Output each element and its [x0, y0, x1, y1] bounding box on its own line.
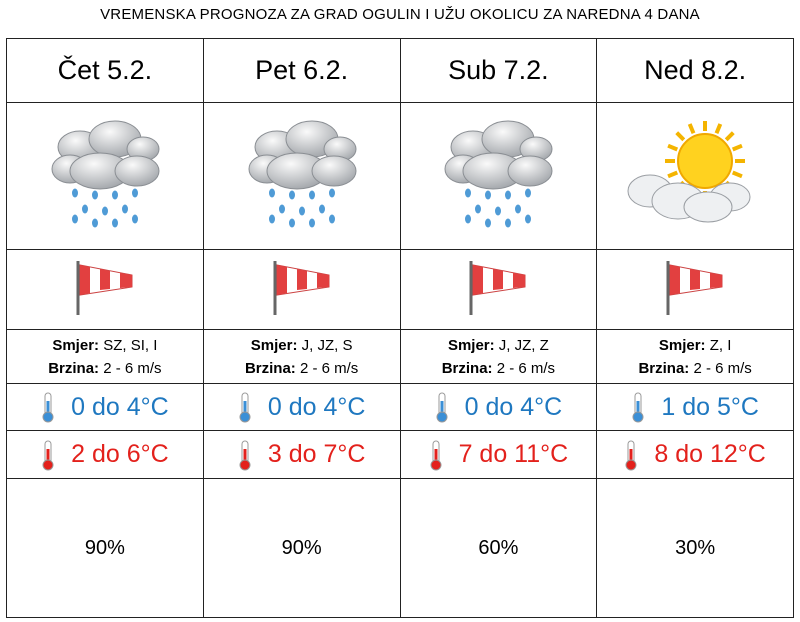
wind-cell [399, 249, 598, 330]
direction: J, JZ, S [301, 336, 353, 354]
max-temp-cell: 7 do 11°C [399, 430, 598, 479]
speed-label: Brzina: [441, 359, 493, 377]
max-temp-cell: 2 do 6°C [6, 430, 204, 479]
rain-icon [248, 120, 357, 227]
wind-info-cell: Smjer: SZ, SI, I Brzina: 2 - 6 m/s [6, 329, 204, 384]
speed: 2 - 6 m/s [693, 359, 752, 377]
min-temp-cell: 1 do 5°C [596, 383, 794, 431]
weather-cell [202, 102, 401, 250]
wind-info-cell: Smjer: J, JZ, Z Brzina: 2 - 6 m/s [399, 329, 598, 384]
precip-cell: 90% [6, 478, 204, 618]
speed: 2 - 6 m/s [299, 359, 359, 377]
thermometer-icon [239, 392, 251, 423]
wind-info-cell: Smjer: Z, I Brzina: 2 - 6 m/s [596, 329, 794, 384]
max-temp-cell: 8 do 12°C [596, 430, 794, 479]
direction: J, JZ, Z [498, 336, 549, 354]
min-temp-cell: 0 do 4°C [399, 383, 598, 431]
thermometer-icon [632, 392, 644, 423]
wind-cell [6, 249, 204, 330]
precipitation: 30% [675, 536, 716, 559]
direction-label: Smjer: [52, 336, 100, 354]
weather-cell [399, 102, 598, 250]
max-temp: 3 do 7°C [267, 440, 366, 468]
weather-cell [6, 102, 204, 250]
day-label: Ned 8.2. [644, 55, 747, 85]
windsock-icon [666, 261, 723, 315]
day-cell: Ned 8.2. [596, 38, 794, 103]
precip-cell: 90% [202, 478, 401, 618]
speed-label: Brzina: [244, 359, 296, 377]
wind-info-cell: Smjer: J, JZ, S Brzina: 2 - 6 m/s [202, 329, 401, 384]
thermometer-icon [430, 440, 442, 470]
min-temp-row: 0 do 4°C 0 do 4°C 0 do 4°C 1 do 5°C [6, 383, 794, 431]
precipitation: 60% [478, 536, 519, 559]
direction-label: Smjer: [250, 336, 298, 354]
weather-cell [596, 102, 794, 250]
windsock-icon [273, 261, 330, 315]
wind-info-row: Smjer: SZ, SI, I Brzina: 2 - 6 m/s Smjer:… [6, 329, 794, 384]
direction: Z, I [709, 336, 732, 354]
day-label: Pet 6.2. [255, 55, 349, 85]
precip-cell: 60% [399, 478, 598, 618]
day-cell: Čet 5.2. [6, 38, 204, 103]
speed-label: Brzina: [638, 359, 690, 377]
day-cell: Pet 6.2. [202, 38, 401, 103]
precip-cell: 30% [596, 478, 794, 618]
wind-cell [202, 249, 401, 330]
min-temp: 1 do 5°C [661, 392, 759, 421]
sun-cloud-icon [627, 120, 751, 222]
precip-row: 90% 90% 60% 30% [6, 478, 794, 618]
forecast-table: Čet 5.2. Pet 6.2. Sub 7.2. Ned 8.2. Smjer: … [6, 38, 794, 618]
wind-row [6, 249, 794, 330]
min-temp: 0 do 4°C [71, 392, 169, 421]
min-temp-cell: 0 do 4°C [6, 383, 204, 431]
direction-label: Smjer: [447, 336, 495, 354]
max-temp-cell: 3 do 7°C [202, 430, 401, 479]
day-label: Čet 5.2. [57, 55, 153, 85]
wind-cell [596, 249, 794, 330]
min-temp-cell: 0 do 4°C [202, 383, 401, 431]
rain-icon [51, 120, 160, 227]
thermometer-icon [42, 392, 54, 423]
max-temp: 2 do 6°C [71, 440, 169, 468]
min-temp: 0 do 4°C [464, 392, 563, 421]
direction: SZ, SI, I [103, 336, 158, 354]
thermometer-icon [42, 440, 54, 470]
windsock-icon [76, 261, 133, 315]
title: VREMENSKA PROGNOZA ZA GRAD OGULIN I UŽU … [100, 6, 700, 23]
thermometer-icon [239, 440, 251, 470]
speed-label: Brzina: [48, 359, 100, 377]
precipitation: 90% [281, 536, 322, 559]
precipitation: 90% [84, 536, 125, 559]
windsock-icon [469, 261, 526, 315]
direction-label: Smjer: [658, 336, 706, 354]
max-temp: 8 do 12°C [654, 440, 766, 468]
thermometer-icon [625, 440, 637, 470]
speed: 2 - 6 m/s [103, 359, 162, 377]
day-row: Čet 5.2. Pet 6.2. Sub 7.2. Ned 8.2. [6, 38, 794, 103]
speed: 2 - 6 m/s [496, 359, 556, 377]
rain-icon [444, 120, 553, 227]
min-temp: 0 do 4°C [267, 392, 366, 421]
thermometer-icon [436, 392, 448, 423]
max-temp: 7 do 11°C [458, 440, 569, 468]
day-label: Sub 7.2. [448, 55, 549, 85]
max-temp-row: 2 do 6°C 3 do 7°C 7 do 11°C 8 do 12°C [6, 430, 794, 479]
weather-row [6, 102, 794, 250]
day-cell: Sub 7.2. [399, 38, 598, 103]
